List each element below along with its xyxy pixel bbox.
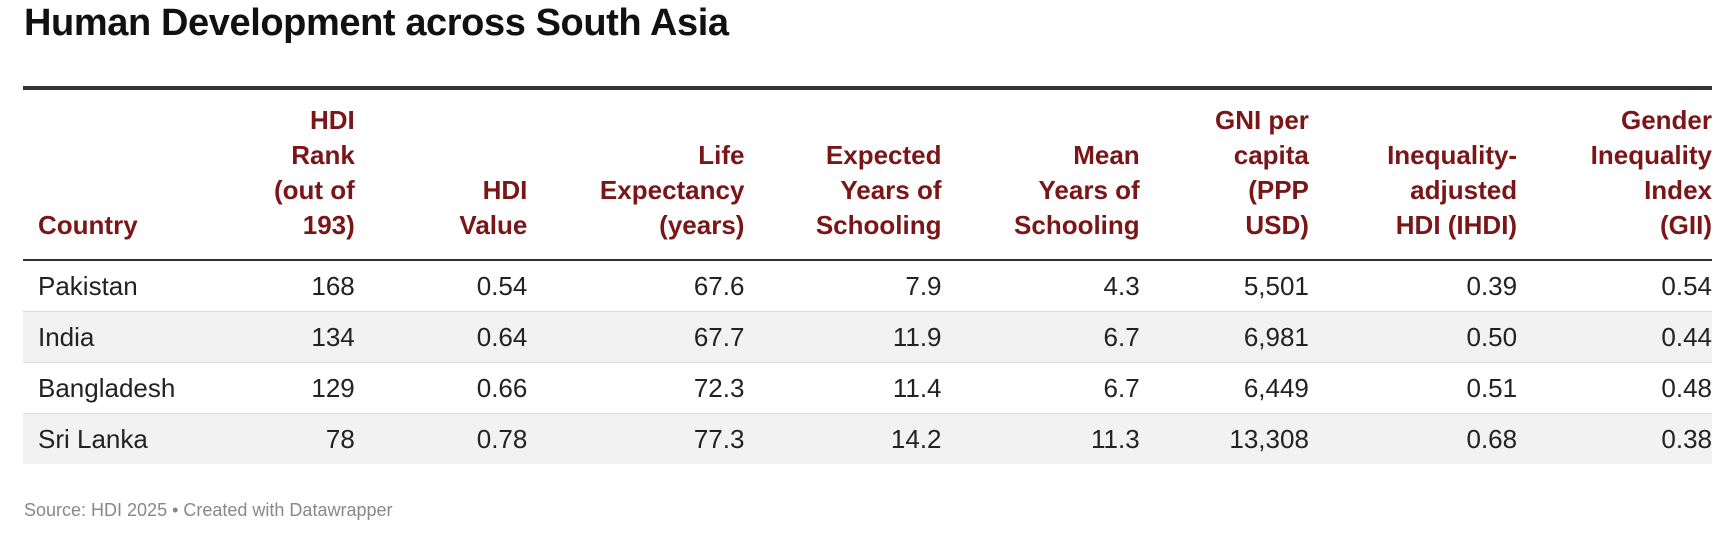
table-cell: 67.7 xyxy=(527,311,745,363)
chart-title: Human Development across South Asia xyxy=(24,2,729,44)
table-cell: 67.6 xyxy=(527,260,745,312)
column-header-gii: Gender Inequality Index (GII) xyxy=(1590,105,1712,240)
table-cell: 6,981 xyxy=(1139,311,1309,363)
hdi-table: Country HDI Rank (out of 193) HDI Value … xyxy=(23,90,1712,464)
table-cell: Bangladesh xyxy=(23,362,202,414)
table-cell: 0.54 xyxy=(1517,260,1712,312)
table-cell: 7.9 xyxy=(744,260,942,312)
table-cell: 0.39 xyxy=(1308,260,1518,312)
table-cell: 0.50 xyxy=(1308,311,1518,363)
table-cell: 5,501 xyxy=(1139,260,1309,312)
column-header-country: Country xyxy=(38,210,138,240)
table-cell: 0.68 xyxy=(1466,423,1518,454)
source-note: Source: HDI 2025 • Created with Datawrap… xyxy=(24,500,393,520)
column-header-hdi-value: HDI Value xyxy=(459,175,528,240)
table-cell: 13,308 xyxy=(1229,423,1309,454)
table-cell: 77.3 xyxy=(693,423,745,454)
table-cell: 168 xyxy=(201,260,355,312)
table-cell: 6.7 xyxy=(941,311,1140,363)
table-cell: 0.44 xyxy=(1517,311,1712,363)
column-header-gni: GNI per capita (PPP USD) xyxy=(1214,105,1309,240)
table-cell: 134 xyxy=(201,311,355,363)
table-cell: 129 xyxy=(201,362,355,414)
table-cell: Pakistan xyxy=(23,260,202,312)
table-cell: 6,449 xyxy=(1139,362,1309,414)
column-header-life-expectancy: Life Expectancy (years) xyxy=(599,140,745,240)
table-cell: 4.3 xyxy=(941,260,1140,312)
table-cell: 11.4 xyxy=(744,362,942,414)
table-cell: 11.9 xyxy=(744,311,942,363)
table-cell: 72.3 xyxy=(527,362,745,414)
table-row: Bangladesh 129 0.66 72.3 11.4 6.7 6,449 … xyxy=(23,362,1712,414)
column-header-expected-schooling: Expected Years of Schooling xyxy=(815,140,942,240)
table-cell: India xyxy=(23,311,202,363)
column-header-ihdi: Inequality- adjusted HDI (IHDI) xyxy=(1387,140,1518,240)
table-cell: 14.2 xyxy=(890,423,942,454)
table-cell: 0.66 xyxy=(354,362,528,414)
header-row: Country HDI Rank (out of 193) HDI Value … xyxy=(23,90,1712,260)
table-row: Sri Lanka 78 0.78 77.3 14.2 11.3 13,308 … xyxy=(23,413,1712,464)
table-row: India 134 0.64 67.7 11.9 6.7 6,981 0.50 … xyxy=(23,311,1712,363)
column-header-mean-schooling: Mean Years of Schooling xyxy=(1014,140,1140,240)
column-header-hdi-rank: HDI Rank (out of 193) xyxy=(273,105,355,240)
table-cell: 0.64 xyxy=(354,311,528,363)
table-cell: 0.51 xyxy=(1308,362,1518,414)
table-cell: 0.38 xyxy=(1661,423,1712,454)
table-cell: 78 xyxy=(325,423,355,454)
table-cell: 6.7 xyxy=(941,362,1140,414)
table-cell: 0.78 xyxy=(476,423,528,454)
table-cell: 0.54 xyxy=(354,260,528,312)
table-cell: Sri Lanka xyxy=(38,423,148,454)
top-rule xyxy=(23,86,1712,90)
table-row: Pakistan 168 0.54 67.6 7.9 4.3 5,501 0.3… xyxy=(23,260,1712,312)
table-cell: 11.3 xyxy=(1091,423,1140,454)
table-cell: 0.48 xyxy=(1517,362,1712,414)
